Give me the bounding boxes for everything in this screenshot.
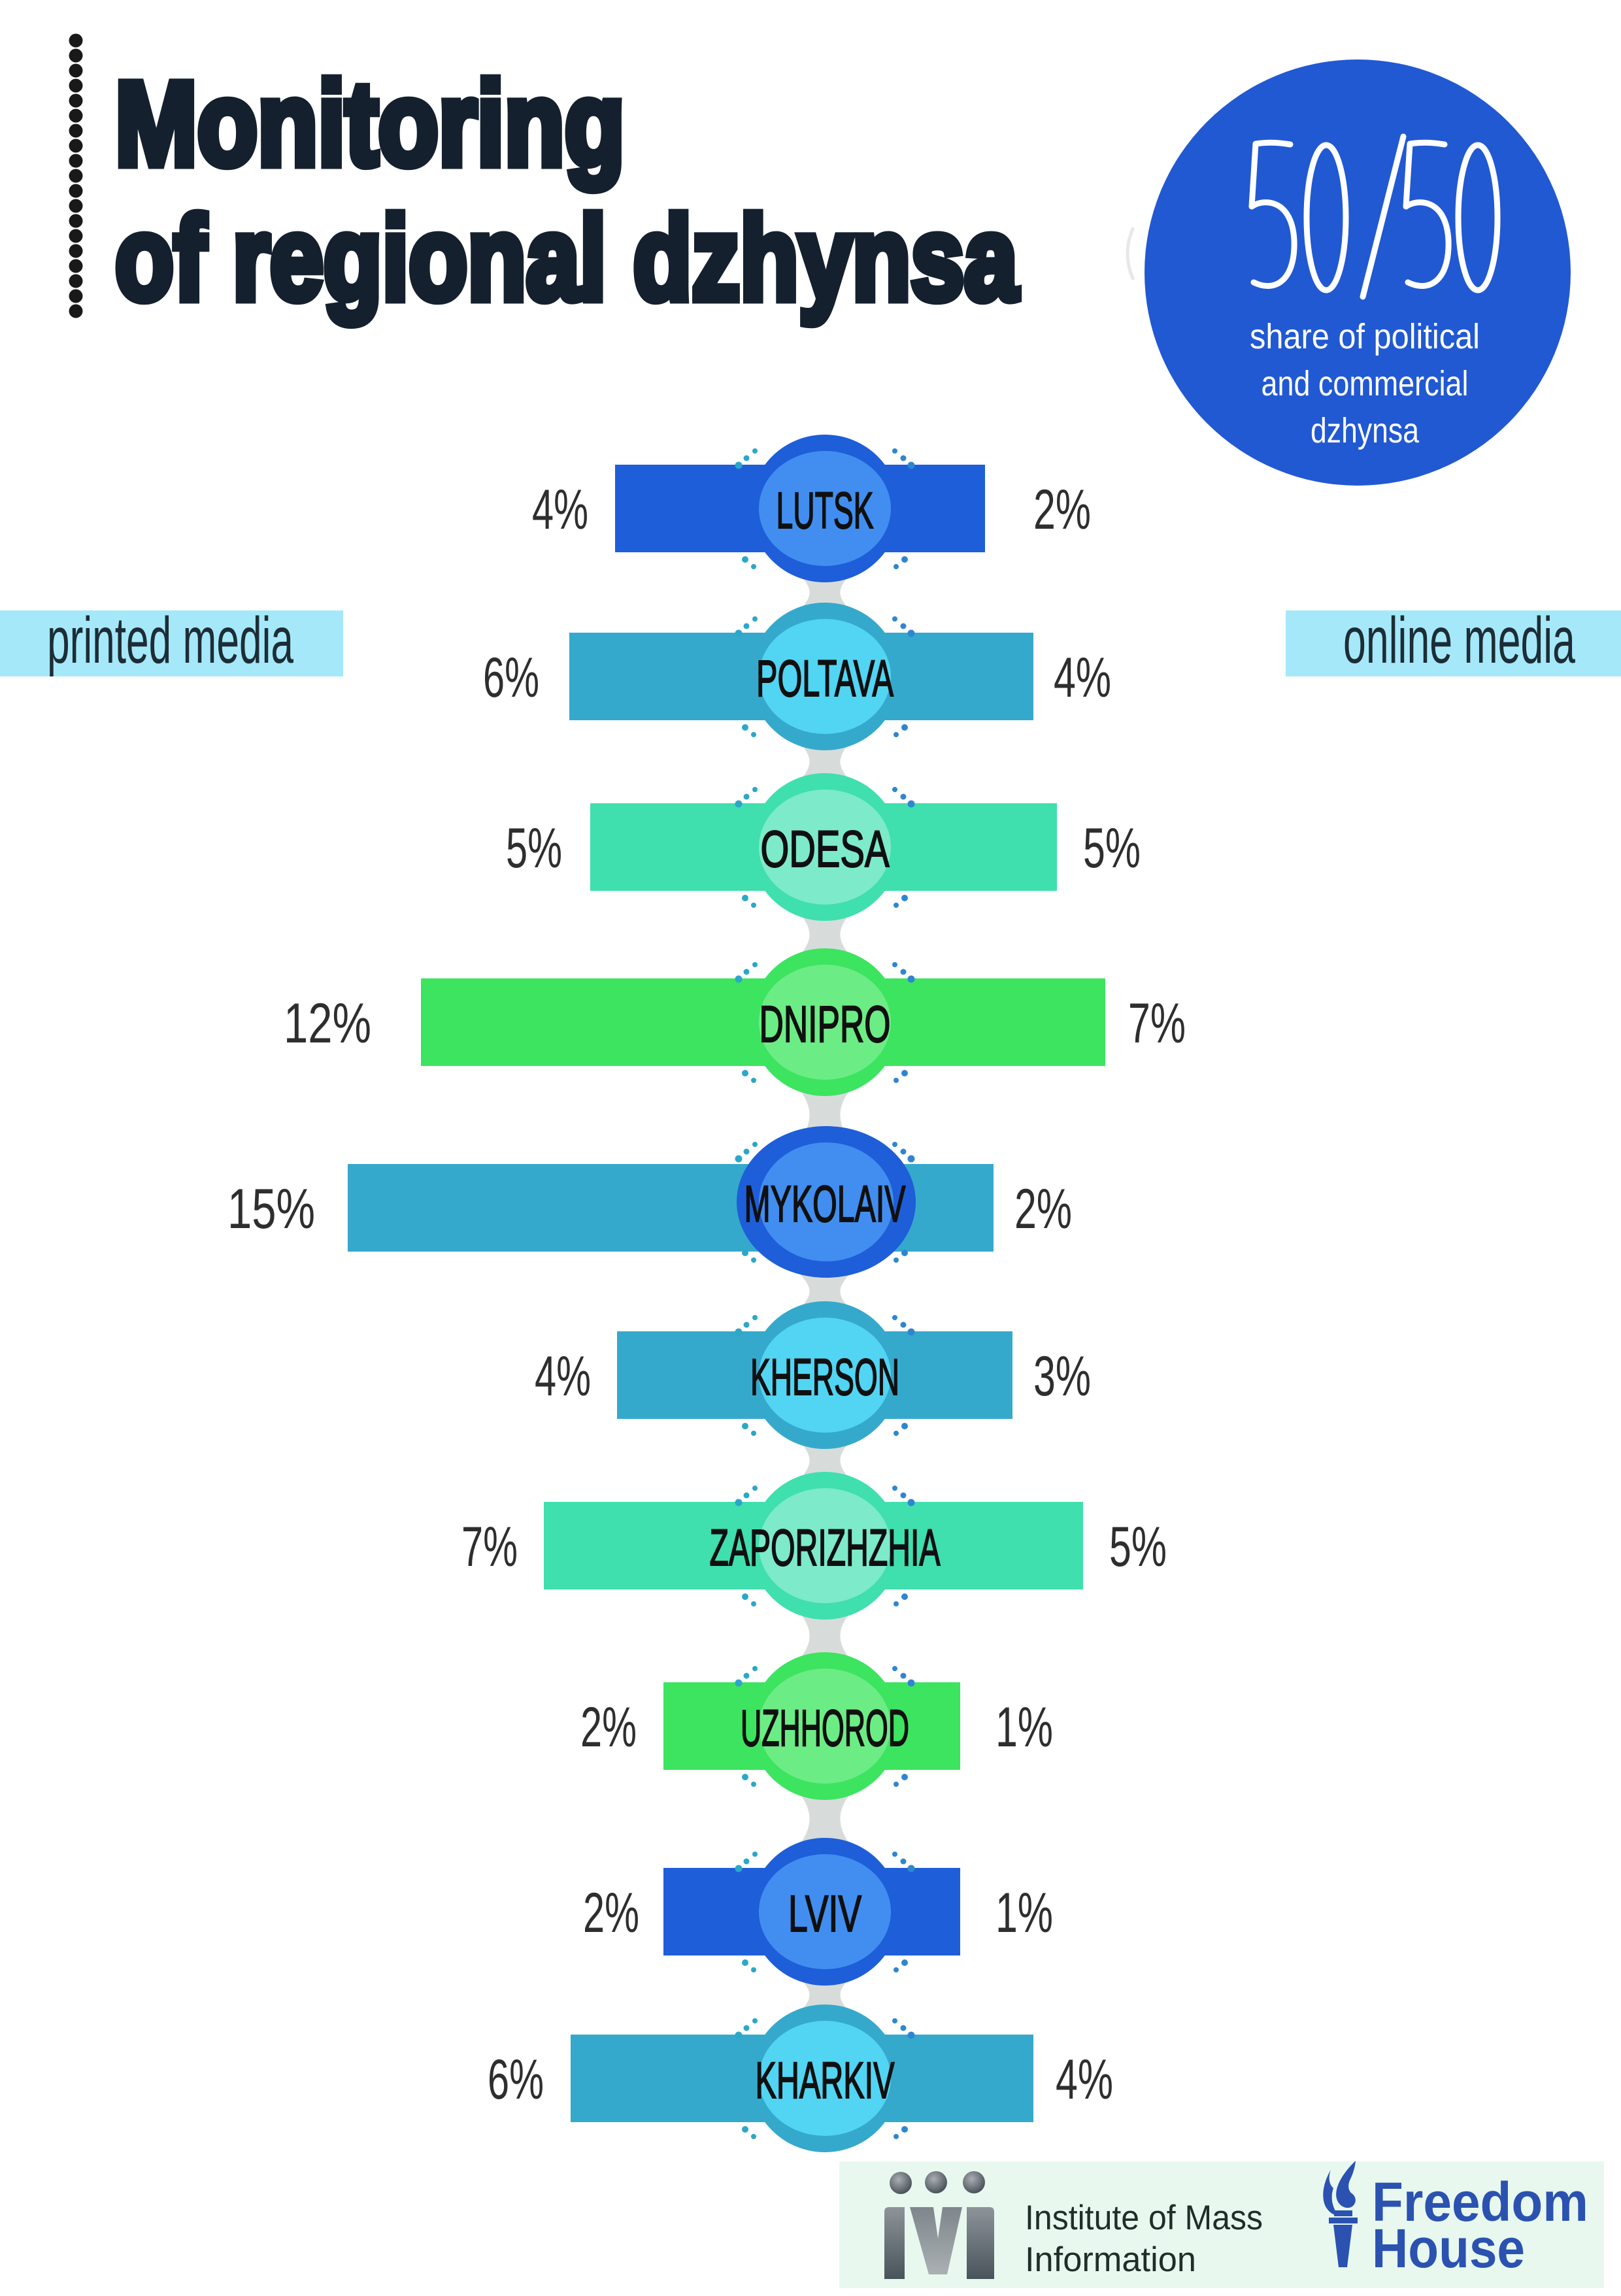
svg-text:KHARKIV: KHARKIV [756,2051,895,2109]
svg-text:12%: 12% [284,992,371,1055]
svg-text:DNIPRO: DNIPRO [760,995,891,1053]
svg-text:share of political: share of political [1250,317,1480,356]
svg-text:4%: 4% [532,478,588,541]
svg-text:KHERSON: KHERSON [750,1348,899,1406]
svg-text:2%: 2% [583,1882,639,1944]
svg-text:2%: 2% [1014,1178,1072,1240]
svg-text:2%: 2% [580,1696,637,1759]
svg-text:Monitoring: Monitoring [115,57,625,190]
svg-text:3%: 3% [1033,1345,1091,1408]
svg-text:ZAPORIZHZHIA: ZAPORIZHZHIA [710,1518,941,1576]
svg-text:6%: 6% [483,646,539,709]
svg-text:7%: 7% [1128,992,1186,1055]
svg-text:printed media: printed media [47,604,293,677]
svg-text:MYKOLAIV: MYKOLAIV [744,1174,906,1233]
svg-text:5%: 5% [506,817,562,880]
svg-text:5%: 5% [1083,817,1141,880]
svg-text:6%: 6% [488,2048,544,2111]
svg-text:Freedom: Freedom [1372,2171,1588,2233]
svg-text:1%: 1% [995,1696,1053,1759]
svg-text:ODESA: ODESA [761,820,890,878]
svg-text:POLTAVA: POLTAVA [756,649,894,707]
svg-text:Institute of Mass: Institute of Mass [1025,2199,1263,2237]
svg-text:15%: 15% [227,1178,315,1240]
svg-text:dzhynsa: dzhynsa [1311,411,1420,450]
svg-text:and commercial: and commercial [1262,364,1469,403]
svg-text:LVIV: LVIV [788,1884,861,1942]
svg-text:4%: 4% [535,1345,591,1408]
svg-text:House: House [1372,2218,1525,2279]
svg-text:1%: 1% [995,1882,1053,1944]
svg-text:Information: Information [1025,2240,1196,2279]
svg-text:4%: 4% [1054,646,1111,709]
svg-text:7%: 7% [461,1516,518,1578]
svg-text:LUTSK: LUTSK [777,481,874,539]
svg-text:5%: 5% [1109,1516,1167,1578]
svg-text:4%: 4% [1056,2048,1113,2111]
svg-text:online media: online media [1343,604,1575,677]
svg-text:of regional dzhynsa: of regional dzhynsa [115,191,1018,325]
svg-text:2%: 2% [1033,478,1091,541]
svg-text:UZHHOROD: UZHHOROD [741,1699,909,1757]
